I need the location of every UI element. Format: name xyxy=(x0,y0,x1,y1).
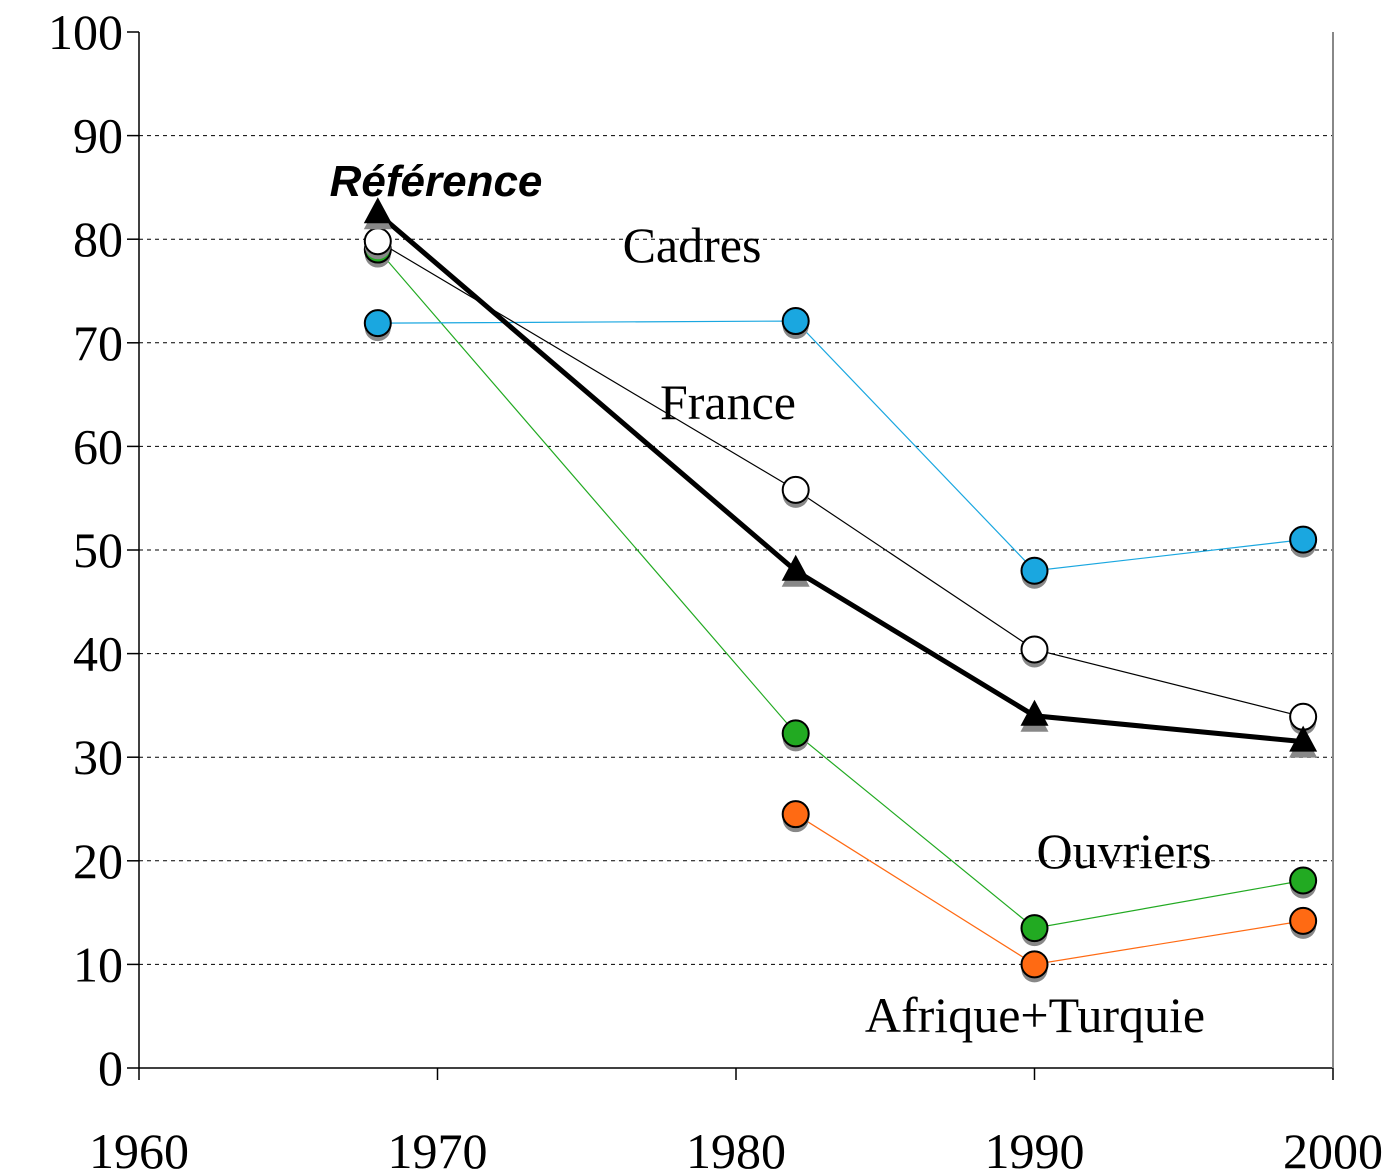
y-tick-label: 90 xyxy=(73,108,123,164)
marker xyxy=(1020,635,1049,664)
marker xyxy=(781,800,810,829)
series-label: Afrique+Turquie xyxy=(865,987,1205,1043)
x-tick-label: 1990 xyxy=(985,1123,1085,1176)
y-tick-label: 60 xyxy=(73,418,123,474)
x-tick-label: 1980 xyxy=(686,1123,786,1176)
y-tick-label: 70 xyxy=(73,315,123,371)
marker xyxy=(363,227,392,256)
y-tick-label: 100 xyxy=(48,4,123,60)
marker xyxy=(781,475,810,504)
marker xyxy=(1020,914,1049,943)
series-line xyxy=(377,320,1304,572)
y-tick-label: 80 xyxy=(73,211,123,267)
marker xyxy=(781,554,810,581)
x-tick-label: 2000 xyxy=(1283,1123,1383,1176)
marker xyxy=(1289,725,1318,752)
marker xyxy=(1289,525,1318,554)
series-label: Ouvriers xyxy=(1037,823,1212,879)
series-line xyxy=(377,240,1304,718)
y-tick-label: 30 xyxy=(73,729,123,785)
marker xyxy=(1289,866,1318,895)
marker xyxy=(1020,699,1049,726)
x-tick-label: 1970 xyxy=(388,1123,488,1176)
y-tick-label: 40 xyxy=(73,626,123,682)
series-line xyxy=(377,249,1304,929)
marker xyxy=(1020,950,1049,979)
y-tick-label: 20 xyxy=(73,833,123,889)
marker xyxy=(1020,556,1049,585)
marker xyxy=(363,197,392,224)
marker xyxy=(781,719,810,748)
series-label: France xyxy=(660,374,796,430)
series-line xyxy=(376,211,1304,745)
y-tick-label: 0 xyxy=(98,1040,123,1096)
y-tick-label: 50 xyxy=(73,522,123,578)
marker xyxy=(781,307,810,336)
marker xyxy=(1289,906,1318,935)
series-label: Référence xyxy=(330,157,543,206)
x-tick-label: 1960 xyxy=(89,1123,189,1176)
marker xyxy=(363,309,392,338)
y-tick-label: 10 xyxy=(73,936,123,992)
series-label: Cadres xyxy=(623,217,762,273)
